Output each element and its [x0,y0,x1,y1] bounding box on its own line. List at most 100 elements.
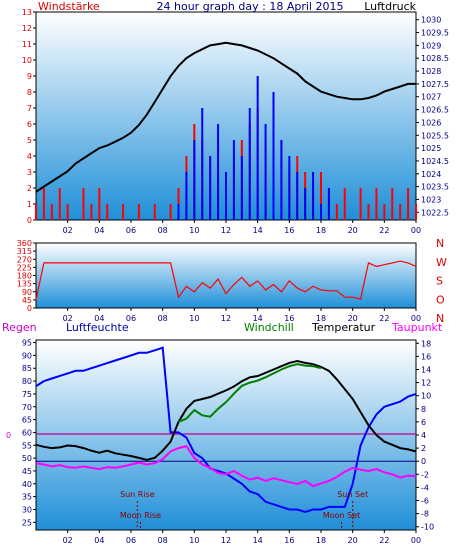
y-left-tick-label: 135 [17,280,32,289]
y-left-tick-label: 35 [22,493,32,502]
y-right-tick-label: 1022.5 [421,208,449,217]
x-tick-label: 12 [221,226,231,235]
y-right-tick-label: 1024 [421,170,441,179]
dewpoint-label: Taupunkt [391,321,443,334]
y-right-tick-label: 0 [421,457,426,466]
y-left-tick-label: 85 [22,364,32,373]
x-tick-label: 22 [379,536,389,545]
y-right-tick-label: 1029 [421,41,441,50]
y-left-tick-label: 50 [22,454,32,463]
x-tick-label: 16 [284,314,294,323]
x-tick-label: 20 [348,226,358,235]
y-right-tick-label: -10 [421,523,434,532]
x-tick-label: 20 [348,314,358,323]
y-left-tick-label: 7 [27,104,32,113]
y-left-tick-label: 70 [22,403,32,412]
y-right-tick-label: -6 [421,497,429,506]
x-tick-label: 18 [316,536,326,545]
y-right-tick-label: 1028.5 [421,54,449,63]
x-tick-label: 08 [158,314,168,323]
y-left-tick-label: 90 [22,288,32,297]
y-left-tick-label: 12 [22,24,32,33]
temperature-label: Temperatur [311,321,376,334]
y-right-tick-label: 1026.5 [421,106,449,115]
x-tick-label: 12 [221,314,231,323]
y-right-tick-label: 1030 [421,16,441,25]
annotation-label: Moon Set [323,511,360,520]
y-left-tick-label: 95 [22,339,32,348]
x-tick-label: 20 [348,536,358,545]
humidity-label: Luftfeuchte [66,321,129,334]
y-left-tick-label: 10 [22,56,32,65]
compass-label: N [436,237,444,250]
y-left-tick-label: 8 [27,88,32,97]
temperature-line [35,359,417,461]
y-right-tick-label: 12 [421,379,431,388]
y-left-tick-label: 6 [27,120,32,129]
y-left-tick-label: 90 [22,351,32,360]
annotation-label: Sun Rise [120,490,155,499]
y-right-tick-label: 1025 [421,144,441,153]
y-right-tick-label: 4 [421,431,426,440]
y-right-tick-label: 1027 [421,93,441,102]
y-right-tick-label: 16 [421,352,431,361]
y-right-tick-label: 1023.5 [421,183,449,192]
y-right-tick-label: 1025.5 [421,131,449,140]
y-left-tick-label: 11 [22,40,32,49]
x-tick-label: 10 [189,314,199,323]
compass-label: W [436,256,447,269]
dewpoint-line [35,444,417,488]
x-tick-label: 00 [411,536,421,545]
y-left-tick-label: 25 [22,518,32,527]
x-tick-label: 14 [253,314,263,323]
y-right-tick-label: -8 [421,510,429,519]
annotation-label: Moon Rise [120,511,161,520]
wind-strength-label: Windstärke [38,0,100,13]
wind-direction-line [35,260,417,301]
y-right-tick-label: 1026 [421,118,441,127]
y-right-tick-label: 6 [421,418,426,427]
annotation-label: Sun Set [337,490,368,499]
y-left-tick-label: 40 [22,480,32,489]
x-tick-label: 04 [94,226,104,235]
y-left-tick-label: 45 [22,467,32,476]
y-left-tick-label: 80 [22,377,32,386]
x-tick-label: 00 [411,314,421,323]
y-left-tick-label: 65 [22,416,32,425]
y-right-tick-label: 2 [421,444,426,453]
wind-panel-axes: 0123456789101112131022.510231023.5102410… [22,8,449,235]
compass-label: N [436,312,444,325]
x-tick-label: 18 [316,314,326,323]
y-right-tick-label: 8 [421,405,426,414]
y-left-tick-label: 0 [27,216,32,225]
y-right-tick-label: 1023 [421,195,441,204]
x-tick-label: 06 [126,314,136,323]
pressure-label: Luftdruck [364,0,416,13]
x-tick-label: 22 [379,226,389,235]
y-right-tick-label: 1029.5 [421,29,449,38]
x-tick-label: 08 [158,226,168,235]
x-tick-label: 04 [94,536,104,545]
x-tick-label: 02 [63,226,73,235]
y-left-tick-label: 360 [17,239,32,248]
windchill-label: Windchill [244,321,294,334]
y-left-tick-label: 5 [27,136,32,145]
x-tick-label: 02 [63,536,73,545]
y-left-tick-label: 30 [22,505,32,514]
y-right-tick-label: 18 [421,339,431,348]
y-right-tick-label: -4 [421,483,429,492]
x-tick-label: 06 [126,536,136,545]
x-tick-label: 14 [253,536,263,545]
y-left-tick-label: 225 [17,263,32,272]
climate-panel-background [35,339,417,531]
rain-value-label: 0 [6,431,11,440]
y-left-tick-label: 0 [27,304,32,313]
x-tick-label: 04 [94,314,104,323]
y-left-tick-label: 315 [17,247,32,256]
compass-label: O [436,293,445,306]
page-title: 24 hour graph day : 18 April 2015 [157,0,344,13]
y-left-tick-label: 2 [27,184,32,193]
windchill-line [178,363,322,423]
rain-label: Regen [2,321,37,334]
